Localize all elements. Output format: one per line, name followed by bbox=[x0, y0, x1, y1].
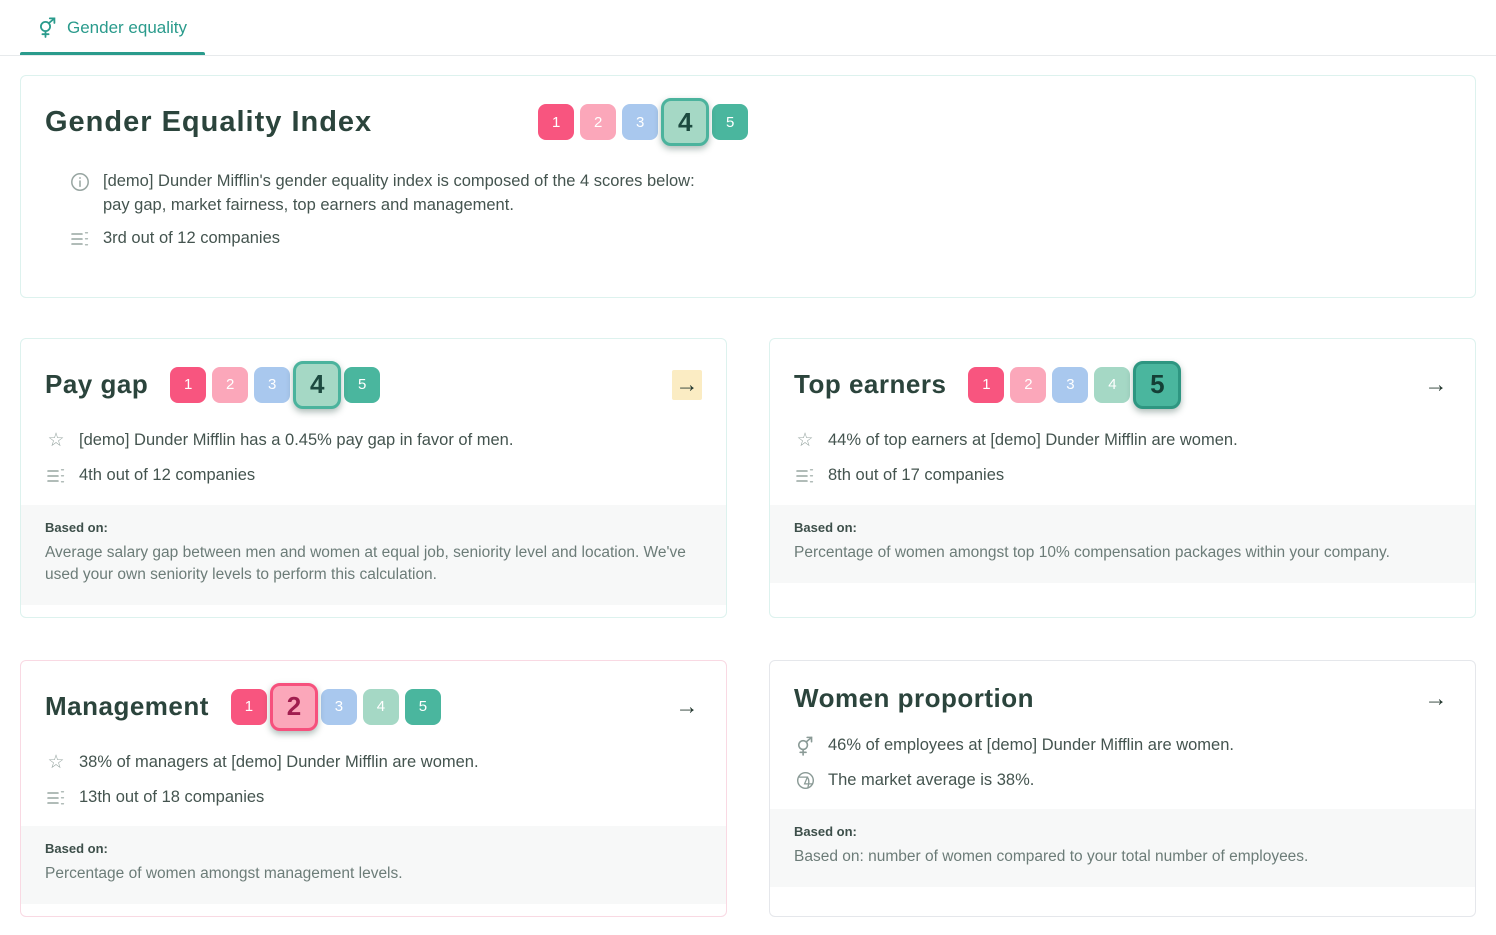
nav-tab-gender-equality[interactable]: Gender equality bbox=[20, 0, 206, 55]
management-title: Management bbox=[45, 691, 209, 722]
based-on-label: Based on: bbox=[794, 519, 857, 535]
score-pill-5: 5 bbox=[404, 688, 441, 725]
pay-gap-rank-row: 4th out of 12 companies bbox=[45, 464, 702, 488]
score-pill-5-selected: 5 bbox=[1133, 360, 1182, 409]
women-proportion-summary-text: 46% of employees at [demo] Dunder Miffli… bbox=[828, 735, 1234, 754]
women-proportion-market-text: The market average is 38%. bbox=[828, 770, 1035, 789]
score-pill-4-selected: 4 bbox=[661, 98, 710, 146]
score-pill-4: 4 bbox=[362, 688, 399, 725]
based-on-label: Based on: bbox=[794, 824, 857, 840]
top-earners-rank-text: 8th out of 17 companies bbox=[828, 465, 1005, 484]
pay-gap-title: Pay gap bbox=[45, 369, 149, 400]
rank-icon bbox=[794, 464, 816, 488]
nav-tab-label: Gender equality bbox=[67, 17, 188, 37]
top-earners-summary-row: ☆ 44% of top earners at [demo] Dunder Mi… bbox=[794, 429, 1451, 453]
women-proportion-title: Women proportion bbox=[794, 682, 1035, 713]
score-pill-2: 2 bbox=[212, 366, 249, 403]
top-earners-rank-row: 8th out of 17 companies bbox=[794, 464, 1451, 488]
management-summary-text: 38% of managers at [demo] Dunder Mifflin… bbox=[79, 752, 479, 771]
score-pill-5: 5 bbox=[344, 366, 381, 403]
women-proportion-summary-row: 46% of employees at [demo] Dunder Miffli… bbox=[794, 734, 1451, 758]
gender-icon bbox=[38, 17, 57, 38]
pay-gap-based-on: Based on: Average salary gap between men… bbox=[21, 504, 726, 605]
score-pill-4: 4 bbox=[1094, 366, 1131, 403]
globe-icon bbox=[794, 769, 816, 793]
management-rank-text: 13th out of 18 companies bbox=[79, 787, 265, 806]
score-pill-3: 3 bbox=[622, 104, 659, 140]
top-nav: Gender equality bbox=[0, 0, 1496, 56]
management-arrow-button[interactable]: → bbox=[672, 692, 702, 722]
based-on-text: Average salary gap between men and women… bbox=[45, 543, 686, 583]
management-rank-row: 13th out of 18 companies bbox=[45, 786, 702, 810]
management-based-on: Based on: Percentage of women amongst ma… bbox=[21, 826, 726, 905]
arrow-right-icon: → bbox=[1424, 684, 1448, 711]
score-pill-1: 1 bbox=[968, 366, 1005, 403]
score-pill-1: 1 bbox=[538, 104, 575, 140]
based-on-text: Percentage of women amongst management l… bbox=[45, 865, 403, 883]
info-icon bbox=[69, 170, 91, 218]
pay-gap-summary-text: [demo] Dunder Mifflin has a 0.45% pay ga… bbox=[79, 430, 514, 449]
score-pill-2-selected: 2 bbox=[269, 682, 318, 731]
women-proportion-based-on: Based on: Based on: number of women comp… bbox=[770, 809, 1475, 888]
star-icon: ☆ bbox=[47, 751, 65, 773]
index-info-row: [demo] Dunder Mifflin's gender equality … bbox=[69, 170, 1427, 218]
top-earners-arrow-button[interactable]: → bbox=[1421, 370, 1451, 400]
top-earners-based-on: Based on: Percentage of women amongst to… bbox=[770, 504, 1475, 583]
score-pill-4-selected: 4 bbox=[293, 360, 342, 409]
page-title: Gender Equality Index bbox=[45, 105, 373, 138]
score-pill-3: 3 bbox=[254, 366, 291, 403]
pay-gap-arrow-button[interactable]: → bbox=[672, 369, 702, 400]
based-on-text: Based on: number of women compared to yo… bbox=[794, 848, 1309, 866]
score-pill-1: 1 bbox=[170, 366, 207, 403]
women-proportion-arrow-button[interactable]: → bbox=[1421, 683, 1451, 713]
index-rank-row: 3rd out of 12 companies bbox=[69, 227, 1427, 251]
score-pill-5: 5 bbox=[712, 104, 749, 140]
based-on-label: Based on: bbox=[45, 841, 108, 857]
top-earners-summary-text: 44% of top earners at [demo] Dunder Miff… bbox=[828, 430, 1238, 449]
based-on-label: Based on: bbox=[45, 519, 108, 535]
star-icon: ☆ bbox=[796, 429, 814, 451]
index-rank-text: 3rd out of 12 companies bbox=[103, 228, 281, 247]
index-info-text: [demo] Dunder Mifflin's gender equality … bbox=[103, 172, 695, 214]
women-proportion-card: Women proportion → 46% of employees at [… bbox=[769, 659, 1476, 918]
rank-icon bbox=[69, 227, 91, 251]
rank-icon bbox=[45, 786, 67, 810]
pay-gap-rank-text: 4th out of 12 companies bbox=[79, 465, 256, 484]
arrow-right-icon: → bbox=[675, 371, 699, 398]
score-pill-3: 3 bbox=[320, 688, 357, 725]
score-pill-2: 2 bbox=[1010, 366, 1047, 403]
pay-gap-summary-row: ☆ [demo] Dunder Mifflin has a 0.45% pay … bbox=[45, 429, 702, 453]
rank-icon bbox=[45, 464, 67, 488]
management-summary-row: ☆ 38% of managers at [demo] Dunder Miffl… bbox=[45, 751, 702, 775]
arrow-right-icon: → bbox=[675, 693, 699, 720]
score-pill-2: 2 bbox=[580, 104, 617, 140]
score-pill-1: 1 bbox=[230, 688, 267, 725]
gender-icon bbox=[794, 734, 816, 758]
arrow-right-icon: → bbox=[1424, 371, 1448, 398]
score-pill-3: 3 bbox=[1052, 366, 1089, 403]
star-icon: ☆ bbox=[47, 429, 65, 451]
top-earners-title: Top earners bbox=[794, 369, 947, 400]
women-proportion-market-row: The market average is 38%. bbox=[794, 769, 1451, 793]
based-on-text: Percentage of women amongst top 10% comp… bbox=[794, 543, 1390, 561]
